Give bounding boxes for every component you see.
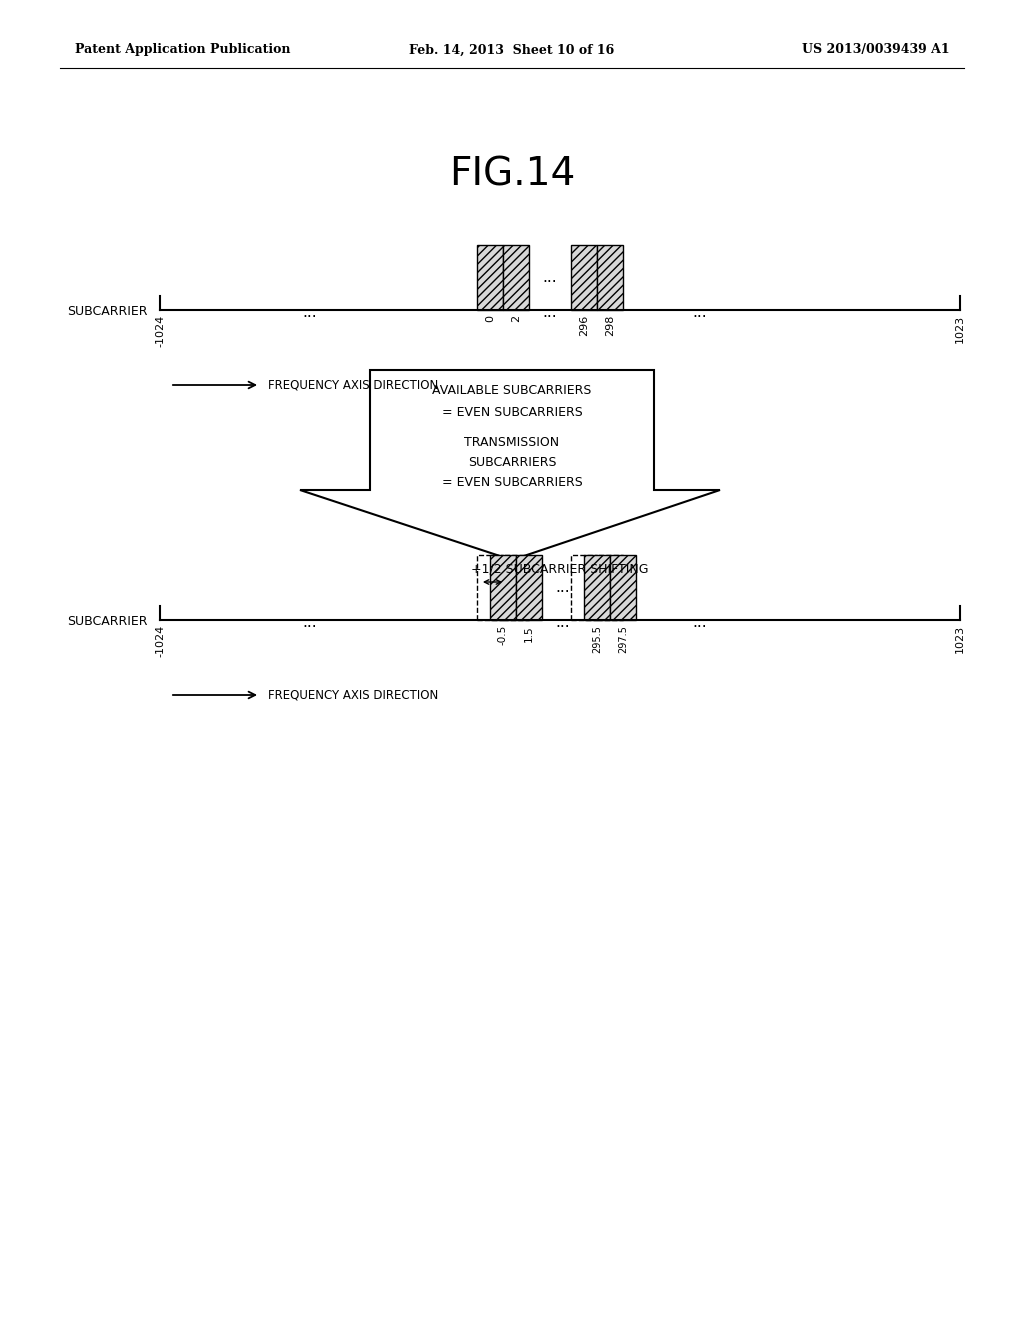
Text: SUBCARRIERS: SUBCARRIERS	[468, 455, 556, 469]
Text: FREQUENCY AXIS DIRECTION: FREQUENCY AXIS DIRECTION	[268, 689, 438, 701]
Bar	[503, 246, 529, 310]
Text: SUBCARRIER: SUBCARRIER	[68, 305, 148, 318]
Text: -1024: -1024	[155, 315, 165, 347]
Text: -0.5: -0.5	[498, 624, 508, 645]
Text: 298: 298	[605, 315, 615, 337]
Bar	[503, 554, 529, 620]
Text: 1023: 1023	[955, 315, 965, 343]
Bar	[516, 554, 542, 620]
Text: = EVEN SUBCARRIERS: = EVEN SUBCARRIERS	[441, 475, 583, 488]
Text: 295.5: 295.5	[592, 624, 602, 653]
Polygon shape	[300, 370, 720, 560]
Text: ...: ...	[692, 615, 708, 630]
Text: FIG.14: FIG.14	[449, 156, 575, 194]
Text: 1.5: 1.5	[524, 624, 534, 642]
Text: -1024: -1024	[155, 624, 165, 657]
Text: FREQUENCY AXIS DIRECTION: FREQUENCY AXIS DIRECTION	[268, 379, 438, 392]
Text: ...: ...	[303, 615, 317, 630]
Text: SUBCARRIER: SUBCARRIER	[68, 615, 148, 628]
Text: US 2013/0039439 A1: US 2013/0039439 A1	[803, 44, 950, 57]
Bar	[597, 554, 623, 620]
Bar	[597, 246, 623, 310]
Text: ...: ...	[556, 615, 570, 630]
Text: +1/2 SUBCARRIER SHIFTING: +1/2 SUBCARRIER SHIFTING	[471, 562, 649, 576]
Bar	[571, 246, 597, 310]
Text: ...: ...	[543, 305, 557, 319]
Text: Feb. 14, 2013  Sheet 10 of 16: Feb. 14, 2013 Sheet 10 of 16	[410, 44, 614, 57]
Text: ...: ...	[303, 305, 317, 319]
Text: ...: ...	[543, 271, 557, 285]
Text: = EVEN SUBCARRIERS: = EVEN SUBCARRIERS	[441, 405, 583, 418]
Text: 0: 0	[485, 315, 495, 322]
Bar	[490, 554, 516, 620]
Text: AVAILABLE SUBCARRIERS: AVAILABLE SUBCARRIERS	[432, 384, 592, 396]
Bar	[571, 554, 597, 620]
Text: 1023: 1023	[955, 624, 965, 653]
Bar	[610, 554, 636, 620]
Text: ...: ...	[556, 581, 570, 595]
Bar	[477, 246, 503, 310]
Text: 297.5: 297.5	[618, 624, 628, 653]
Text: Patent Application Publication: Patent Application Publication	[75, 44, 291, 57]
Bar	[477, 554, 503, 620]
Text: ...: ...	[692, 305, 708, 319]
Text: 2: 2	[511, 315, 521, 322]
Bar	[584, 554, 610, 620]
Text: 296: 296	[579, 315, 589, 337]
Text: TRANSMISSION: TRANSMISSION	[465, 436, 559, 449]
